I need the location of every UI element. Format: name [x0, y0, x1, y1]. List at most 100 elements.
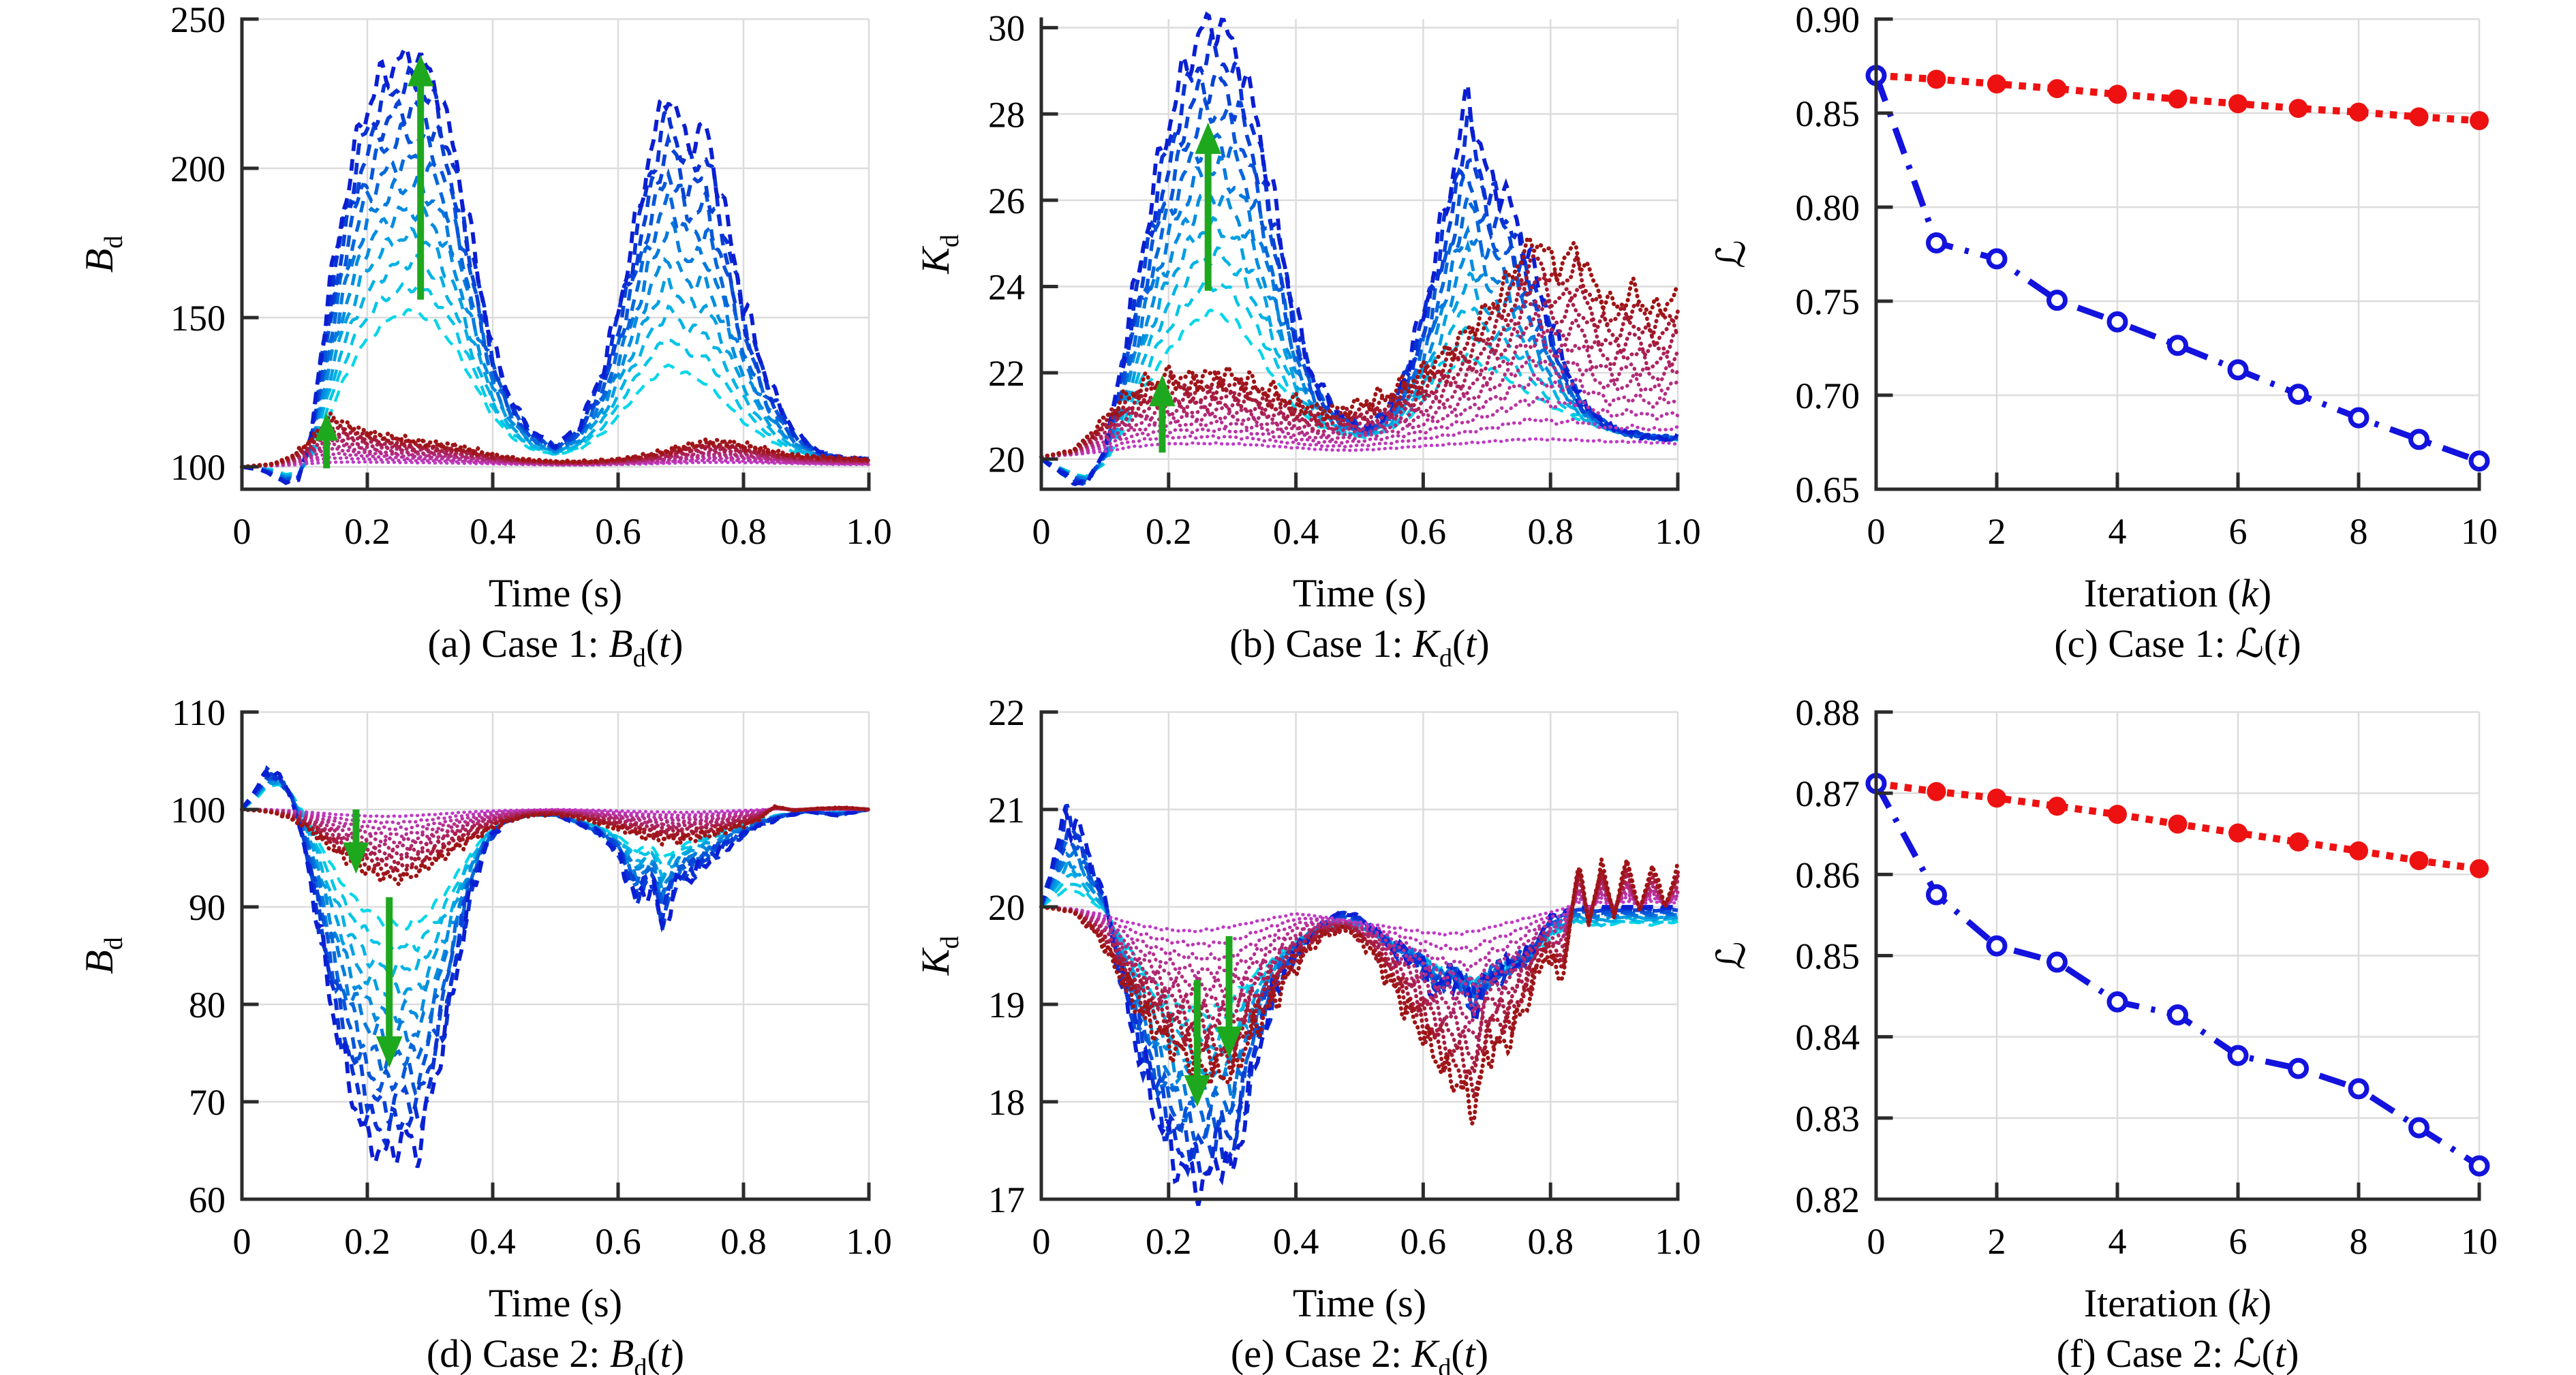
iteration-curve [241, 120, 870, 482]
y-tick-label: 0.88 [1796, 692, 1860, 733]
x-tick-label: 1.0 [1655, 511, 1701, 552]
subplot-a-axes [240, 17, 871, 491]
x-tick-label: 1.0 [846, 1221, 892, 1262]
y-tick-label: 0.80 [1796, 187, 1860, 228]
subplot-a-tick-labels: 0 0.2 0.4 0.6 0.8 1.0 100 150 200 250 [170, 0, 892, 552]
data-point-marker [2470, 859, 2489, 878]
subplot-f-axes [1874, 710, 2481, 1201]
iteration-curve [1040, 71, 1678, 486]
text-part: ( [2264, 621, 2277, 666]
data-point-marker [2348, 1078, 2370, 1100]
x-tick-label: 6 [2229, 511, 2248, 552]
subplot-e-tick-labels: 0 0.2 0.4 0.6 0.8 1.0 17 18 19 20 21 22 [988, 692, 1701, 1262]
iteration-curve [1039, 890, 1680, 973]
iteration-curve [240, 775, 870, 1096]
text-part: 8 [2350, 511, 2368, 552]
subplot-c-caption: (c) Case 1: ℒ(t) [2054, 620, 2301, 666]
data-point-marker [2228, 94, 2248, 114]
text-part: 10 [2461, 511, 2498, 552]
iteration-curve [1039, 867, 1680, 1043]
series-line [1873, 782, 2481, 1169]
series-line [1873, 74, 2481, 464]
text-part: d [1439, 644, 1452, 673]
text-part: B [77, 249, 121, 273]
subplot-e-caption: (e) Case 2: Kd(t) [1231, 1331, 1488, 1375]
subplot-f-series-red-dotted-filled-circles [1867, 773, 2489, 878]
arrow-head [407, 55, 434, 87]
text-part: 0.2 [1146, 511, 1192, 552]
subplot-d-x-axis-label: Time (s) [489, 1281, 622, 1325]
data-point-marker [1926, 232, 1947, 253]
y-tick-label: 80 [189, 985, 226, 1025]
iteration-curve [1039, 416, 1680, 459]
y-tick-label: 0.82 [1796, 1179, 1860, 1220]
iteration-curve [241, 308, 869, 476]
data-point-marker [1986, 935, 2008, 957]
x-tick-label: 1.0 [1655, 1221, 1701, 1262]
subplot-c: 0 2 4 6 8 10 0.65 0.70 0.75 0.80 0.85 0.90 Iteration… [1708, 0, 2498, 666]
y-tick-label: 0.86 [1796, 854, 1860, 895]
text-part: 1.0 [1655, 1221, 1701, 1262]
y-tick-label: 0.85 [1796, 936, 1860, 977]
x-tick-label: 0 [1032, 1221, 1051, 1262]
text-part: 0.88 [1796, 692, 1860, 733]
iteration-curve [1039, 395, 1680, 459]
data-point-marker [1986, 248, 2008, 270]
text-part: 0.86 [1796, 854, 1860, 895]
subplot-e-x-axis-label: Time (s) [1293, 1281, 1426, 1325]
text-part: ℒ [1708, 942, 1754, 970]
text-part: 4 [2109, 1221, 2127, 1262]
iteration-curve [241, 226, 870, 479]
text-part: ) [671, 1331, 684, 1375]
x-tick-label: 8 [2350, 1221, 2368, 1262]
text-part: 200 [170, 149, 226, 189]
subplot-b-x-axis-label: Time (s) [1293, 571, 1426, 615]
subplot-d-y-axis-label: Bd [77, 937, 128, 974]
data-point-marker [2227, 359, 2249, 381]
text-part: Iteration ( [2084, 571, 2241, 615]
data-point-marker [2167, 335, 2188, 356]
text-part: 0.65 [1796, 469, 1860, 510]
text-part: ) [1476, 621, 1489, 666]
subplot-a-trend-arrow [315, 413, 339, 469]
iteration-curve [241, 777, 870, 1024]
data-point-marker [2408, 429, 2429, 450]
data-point-marker [1926, 884, 1947, 906]
subplot-b-y-axis-label: Kd [913, 234, 964, 275]
text-part: ( [647, 1331, 660, 1375]
text-part: ) [2288, 621, 2301, 666]
text-part: B [77, 950, 121, 974]
data-point-marker [2349, 841, 2368, 861]
x-tick-label: 4 [2109, 1221, 2127, 1262]
x-tick-label: 0.2 [344, 511, 390, 552]
arrow-head [1184, 1075, 1211, 1107]
x-tick-label: 0.8 [1527, 511, 1574, 552]
text-part: d [936, 936, 964, 949]
y-tick-label: 0.83 [1796, 1098, 1860, 1139]
text-part: 21 [988, 790, 1025, 831]
y-tick-label: 17 [988, 1179, 1025, 1220]
subplot-c-series-red-dotted-filled-circles [1867, 65, 2489, 131]
data-point-marker [1987, 74, 2006, 94]
arrow-head [315, 413, 339, 441]
subplot-f: 0 2 4 6 8 10 0.82 0.83 0.84 0.85 0.86 0.87 0.88 Itera… [1708, 692, 2498, 1375]
text-part: 28 [988, 94, 1025, 135]
text-part: 30 [988, 8, 1025, 49]
text-part: 0.85 [1796, 936, 1860, 977]
x-tick-label: 0.6 [595, 511, 641, 552]
text-part: d [634, 1354, 647, 1375]
text-part: K [913, 946, 957, 976]
text-part: ℒ [2235, 620, 2264, 666]
x-tick-label: 0.6 [1400, 511, 1447, 552]
text-part: 0.80 [1796, 187, 1860, 228]
text-part: ) [670, 621, 683, 666]
text-part: 0 [1032, 511, 1051, 552]
iteration-curve [1039, 250, 1680, 459]
data-point-marker [2408, 1117, 2429, 1139]
text-part: (c) Case 1: [2054, 621, 2235, 666]
subplot-b-trend-arrow [1195, 122, 1222, 291]
iteration-curve [1040, 886, 1678, 1019]
text-part: B [610, 1331, 634, 1375]
text-part: 0.87 [1796, 773, 1860, 814]
